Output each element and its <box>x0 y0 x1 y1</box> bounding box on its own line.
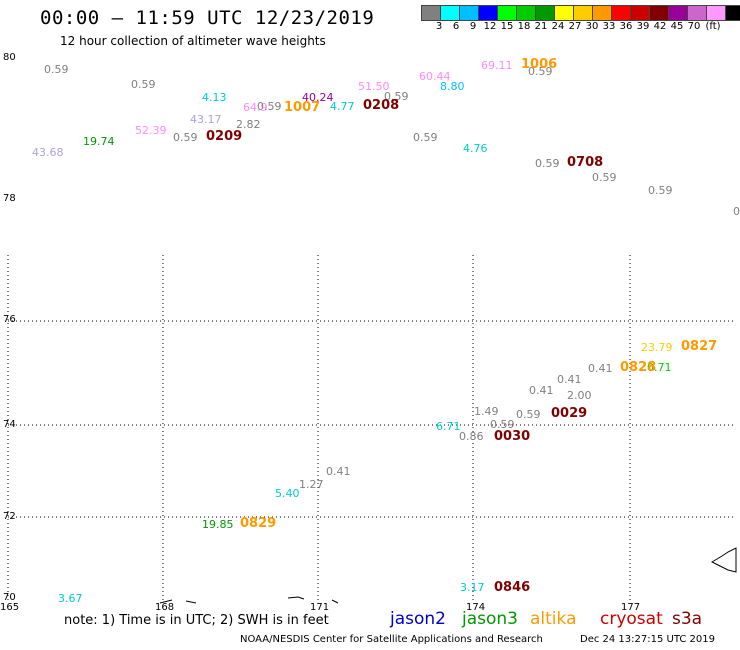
wave-height-value: 0.59 <box>257 100 282 113</box>
wave-height-value: 51.50 <box>358 80 390 93</box>
wave-height-value: 0.59 <box>131 78 156 91</box>
wave-height-value: 0.59 <box>490 418 515 431</box>
wave-height-value: 60.44 <box>419 70 451 83</box>
lon-label: 165 <box>0 602 20 613</box>
lat-label: 76 <box>3 314 16 325</box>
wave-height-value: 0.59 <box>384 90 409 103</box>
pass-time-label: 0827 <box>681 339 718 354</box>
colorbar-label: 6 <box>452 21 460 32</box>
note-text: note: 1) Time is in UTC; 2) SWH is in fe… <box>64 613 329 628</box>
wave-height-value: 0.59 <box>413 131 438 144</box>
wave-height-value: 0.41 <box>588 362 613 375</box>
colorbar-label: 42 <box>653 21 667 32</box>
lat-label: 80 <box>3 52 16 63</box>
pass-time-label: 0030 <box>494 429 531 444</box>
lat-label: 72 <box>3 511 16 522</box>
lon-label: 177 <box>621 602 641 613</box>
map-title: 00:00 – 11:59 UTC 12/23/2019 <box>40 7 375 29</box>
wave-height-value: 23.79 <box>641 341 673 354</box>
wave-height-value: 19.74 <box>83 135 115 148</box>
legend-cryosat: cryosat <box>600 609 663 629</box>
wave-height-value: 43.17 <box>190 113 222 126</box>
legend-jason3: jason3 <box>462 609 518 629</box>
pass-time-label: 1006 <box>521 57 558 72</box>
wave-height-value: 3.67 <box>58 592 83 605</box>
colorbar-label: 45 <box>670 21 684 32</box>
lat-label: 74 <box>3 419 16 430</box>
wave-height-value: 8.80 <box>440 80 465 93</box>
map-subtitle: 12 hour collection of altimeter wave hei… <box>60 34 326 48</box>
legend-jason2: jason2 <box>390 609 446 629</box>
pass-time-label: 0829 <box>240 516 277 531</box>
colorbar-label: 21 <box>534 21 548 32</box>
pass-time-label: 1007 <box>284 100 321 115</box>
wave-height-value: 1.27 <box>299 478 324 491</box>
lat-label: 70 <box>3 592 16 603</box>
colorbar <box>421 5 740 21</box>
pass-time-label: 0209 <box>206 129 243 144</box>
colorbar-label: 27 <box>568 21 582 32</box>
wave-height-value: 0.59 <box>535 157 560 170</box>
pass-time-label: 0708 <box>567 155 604 170</box>
colorbar-label: 9 <box>469 21 477 32</box>
wave-height-value: 0.59 <box>648 184 673 197</box>
wave-height-value: 0.59 <box>173 131 198 144</box>
wave-height-value: 19.85 <box>202 518 234 531</box>
wave-height-value: 0.41 <box>326 465 351 478</box>
colorbar-label: 12 <box>483 21 497 32</box>
legend-altika: altika <box>530 609 577 629</box>
lon-label: 168 <box>155 602 175 613</box>
wave-height-value: 4.76 <box>463 142 488 155</box>
colorbar-label: 30 <box>585 21 599 32</box>
wave-height-value: 2.00 <box>567 389 592 402</box>
lat-label: 78 <box>3 193 16 204</box>
pass-time-label: 0208 <box>363 98 400 113</box>
wave-height-value: 64.9 <box>243 101 268 114</box>
footer-credit: NOAA/NESDIS Center for Satellite Applica… <box>240 634 543 645</box>
wave-height-value: 6.71 <box>436 420 461 433</box>
wave-height-value: 4.13 <box>202 91 227 104</box>
wave-height-value: 43.68 <box>32 146 64 159</box>
wave-height-value: 0 <box>733 205 740 218</box>
colorbar-label: 70 <box>687 21 701 32</box>
wave-height-value: 2.82 <box>236 118 261 131</box>
coastline-fragment <box>159 596 339 604</box>
wave-height-value: 1.49 <box>474 405 499 418</box>
wave-height-value: 0.59 <box>516 408 541 421</box>
wave-height-value: 4.77 <box>330 100 355 113</box>
pass-time-label: 0846 <box>494 580 531 595</box>
wave-height-value: 0.59 <box>44 63 69 76</box>
wave-height-value: 0.71 <box>647 361 672 374</box>
colorbar-label: 18 <box>517 21 531 32</box>
colorbar-label: 3 <box>435 21 443 32</box>
wave-height-value: 3.17 <box>460 581 485 594</box>
colorbar-label: 15 <box>500 21 514 32</box>
pass-time-label: 0029 <box>551 406 588 421</box>
wave-height-value: 0.41 <box>557 373 582 386</box>
colorbar-label: 36 <box>619 21 633 32</box>
wave-height-value: 0.86 <box>459 430 484 443</box>
lon-label: 171 <box>310 602 330 613</box>
colorbar-swatch <box>725 5 740 21</box>
wave-height-value: 0.59 <box>592 171 617 184</box>
wave-height-value: 52.39 <box>135 124 167 137</box>
wave-height-value: 69.11 <box>481 59 513 72</box>
colorbar-label: 39 <box>636 21 650 32</box>
footer-timestamp: Dec 24 13:27:15 UTC 2019 <box>580 634 715 645</box>
pass-time-label: 0828 <box>620 360 657 375</box>
coastline-fragment <box>710 547 737 573</box>
wave-height-value: 40.24 <box>302 91 334 104</box>
lon-label: 174 <box>466 602 486 613</box>
wave-height-value: 0.59 <box>528 65 553 78</box>
legend-s3a: s3a <box>672 609 703 629</box>
wave-height-value: 5.40 <box>275 487 300 500</box>
colorbar-label: 33 <box>602 21 616 32</box>
colorbar-label: 24 <box>551 21 565 32</box>
wave-height-value: 0.41 <box>529 384 554 397</box>
colorbar-label: (ft) <box>705 21 721 32</box>
